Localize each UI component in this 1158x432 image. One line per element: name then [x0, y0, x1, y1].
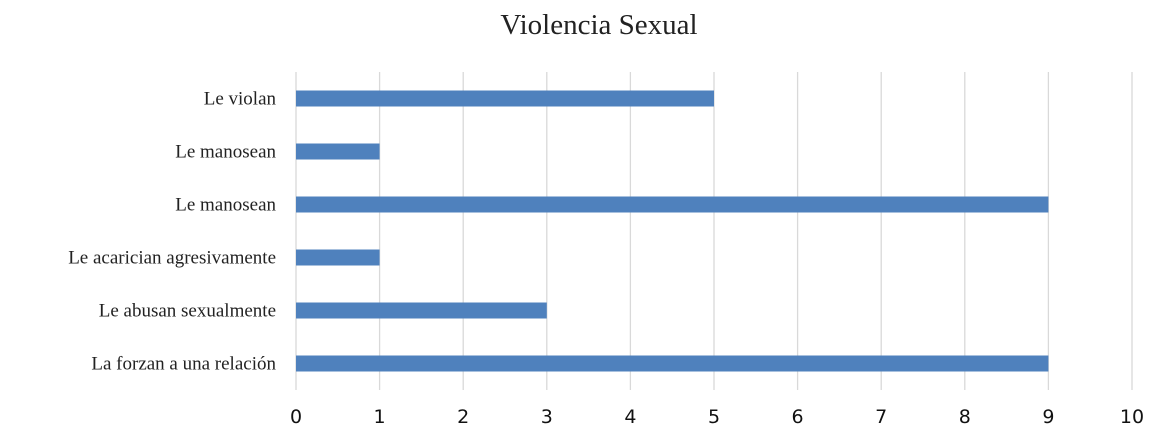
- bar: [296, 249, 380, 266]
- bar: [296, 196, 1049, 213]
- category-label: La forzan a una relación: [91, 354, 276, 375]
- category-label: Le acarician agresivamente: [68, 248, 276, 269]
- chart-title: Violencia Sexual: [500, 9, 697, 41]
- category-label: Le abusan sexualmente: [99, 301, 276, 322]
- x-tick-label: 7: [875, 406, 887, 428]
- bar: [296, 355, 1049, 372]
- x-tick-label: 0: [290, 406, 302, 428]
- x-tick-label: 6: [792, 406, 804, 428]
- x-tick-label: 9: [1042, 406, 1054, 428]
- bar: [296, 143, 380, 160]
- gridlines: [295, 72, 1133, 390]
- category-labels: Le violan Le manosean Le manosean Le acaric…: [68, 89, 276, 375]
- bars: [296, 90, 1049, 372]
- x-axis-ticks: 0 1 2 3 4 5 6 7 8 9 10: [290, 406, 1144, 428]
- x-tick-label: 4: [624, 406, 636, 428]
- category-label: Le manosean: [175, 142, 276, 163]
- category-label: Le violan: [204, 89, 277, 110]
- category-label: Le manosean: [175, 195, 276, 216]
- x-tick-label: 5: [708, 406, 720, 428]
- x-tick-label: 10: [1120, 406, 1144, 428]
- bar: [296, 302, 547, 319]
- x-tick-label: 8: [959, 406, 971, 428]
- x-tick-label: 3: [541, 406, 553, 428]
- x-tick-label: 2: [457, 406, 469, 428]
- x-tick-label: 1: [374, 406, 386, 428]
- bar: [296, 90, 714, 107]
